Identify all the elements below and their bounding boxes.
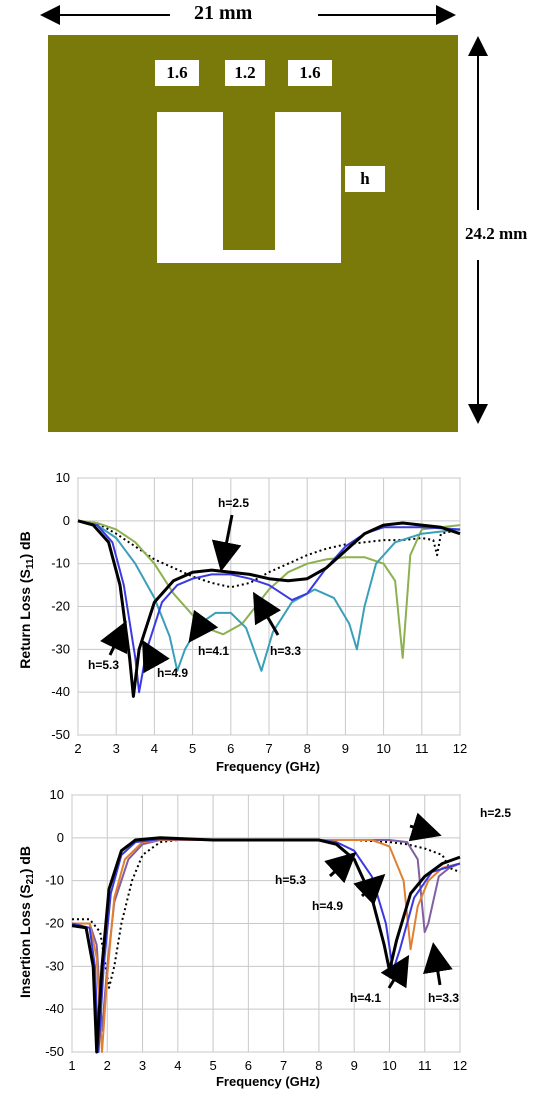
x-tick-label: 5 bbox=[209, 1058, 216, 1073]
x-tick-label: 1 bbox=[68, 1058, 75, 1073]
x-tick-label: 8 bbox=[315, 1058, 322, 1073]
slot-right-arm bbox=[275, 112, 341, 263]
x-tick-label: 7 bbox=[280, 1058, 287, 1073]
series-line-h-2-5 bbox=[77, 519, 461, 589]
chart1-annotation-h49: h=4.9 bbox=[157, 666, 188, 680]
width-label: 21 mm bbox=[190, 2, 257, 25]
slot-bottom bbox=[157, 250, 341, 263]
chart2-annotation-h25: h=2.5 bbox=[480, 806, 511, 820]
height-label: 24.2 mm bbox=[465, 224, 528, 244]
x-tick-label: 11 bbox=[415, 741, 429, 756]
chart1-annotation-h53: h=5.3 bbox=[88, 658, 119, 672]
x-tick-label: 11 bbox=[418, 1058, 432, 1073]
y-tick-label: -40 bbox=[45, 1001, 64, 1016]
y-tick-label: 0 bbox=[63, 513, 70, 528]
x-tick-label: 12 bbox=[453, 1058, 467, 1073]
chart1-ticks: 2 3 4 5 6 7 8 9 10 11 12 10 0 -10 -20 -30 -40 -50 bbox=[51, 470, 467, 756]
x-tick-label: 9 bbox=[342, 741, 349, 756]
chart2-annotations: h=2.5 h=5.3 h=4.9 h=4.1 h=3.3 bbox=[275, 806, 511, 1005]
series-line-h-4-1 bbox=[77, 519, 461, 672]
chart2-ylabel: Insertion Loss (S21) dB bbox=[17, 846, 36, 998]
chart2-xlabel: Frequency (GHz) bbox=[216, 1074, 320, 1089]
chart2-annotation-h49: h=4.9 bbox=[312, 899, 343, 913]
chart2-annotation-h41: h=4.1 bbox=[350, 991, 381, 1005]
y-tick-label: -20 bbox=[51, 599, 70, 614]
x-tick-label: 9 bbox=[351, 1058, 358, 1073]
chart1-annotations: h=2.5 h=3.3 h=4.1 h=4.9 h=5.3 bbox=[88, 496, 301, 680]
y-tick-label: -30 bbox=[45, 958, 64, 973]
chart1-xlabel: Frequency (GHz) bbox=[216, 759, 320, 774]
return-loss-chart: 2 3 4 5 6 7 8 9 10 11 12 10 0 -10 -20 -30 -40 -50 Frequen… bbox=[17, 470, 467, 774]
x-tick-label: 10 bbox=[376, 741, 390, 756]
x-tick-label: 5 bbox=[189, 741, 196, 756]
chart1-annotation-h41: h=4.1 bbox=[198, 644, 229, 658]
x-tick-label: 12 bbox=[453, 741, 467, 756]
chart1-gridlines bbox=[77, 477, 461, 736]
series-line-h-3-3 bbox=[72, 839, 461, 1032]
chart1-ylabel: Return Loss (S11) dB bbox=[17, 531, 36, 668]
y-tick-label: -50 bbox=[51, 727, 70, 742]
y-tick-label: -50 bbox=[45, 1044, 64, 1059]
h-label: h bbox=[345, 166, 385, 192]
y-tick-label: -30 bbox=[51, 641, 70, 656]
x-tick-label: 3 bbox=[113, 741, 120, 756]
x-tick-label: 4 bbox=[174, 1058, 181, 1073]
x-tick-label: 10 bbox=[382, 1058, 396, 1073]
y-tick-label: 10 bbox=[50, 787, 64, 802]
slot-label-3: 1.6 bbox=[288, 60, 332, 86]
series-line-h-4-9 bbox=[77, 519, 461, 694]
slot-label-1: 1.6 bbox=[155, 60, 199, 86]
slot-label-2: 1.2 bbox=[225, 60, 265, 86]
series-line-h-4-9 bbox=[71, 838, 461, 1053]
x-tick-label: 6 bbox=[227, 741, 234, 756]
chart1-annotation-h33: h=3.3 bbox=[270, 644, 301, 658]
x-tick-label: 2 bbox=[104, 1058, 111, 1073]
chart1-series bbox=[77, 519, 461, 698]
x-tick-label: 4 bbox=[151, 741, 158, 756]
chart2-series bbox=[71, 836, 461, 1054]
x-tick-label: 7 bbox=[265, 741, 272, 756]
slot-left-arm bbox=[157, 112, 223, 263]
x-tick-label: 6 bbox=[245, 1058, 252, 1073]
series-line-h-5-3 bbox=[71, 836, 461, 1054]
chart2-annotation-h53: h=5.3 bbox=[275, 873, 306, 887]
chart2-annotation-h33: h=3.3 bbox=[428, 991, 459, 1005]
y-tick-label: 0 bbox=[57, 830, 64, 845]
chart1-annotation-h25: h=2.5 bbox=[218, 496, 249, 510]
y-tick-label: 10 bbox=[56, 470, 70, 485]
y-tick-label: -10 bbox=[51, 556, 70, 571]
y-tick-label: -10 bbox=[45, 873, 64, 888]
x-tick-label: 8 bbox=[304, 741, 311, 756]
y-tick-label: -40 bbox=[51, 684, 70, 699]
substrate-board bbox=[48, 35, 458, 432]
x-tick-label: 2 bbox=[74, 741, 81, 756]
series-line-h-5-3 bbox=[77, 519, 461, 698]
x-tick-label: 3 bbox=[139, 1058, 146, 1073]
y-tick-label: -20 bbox=[45, 916, 64, 931]
